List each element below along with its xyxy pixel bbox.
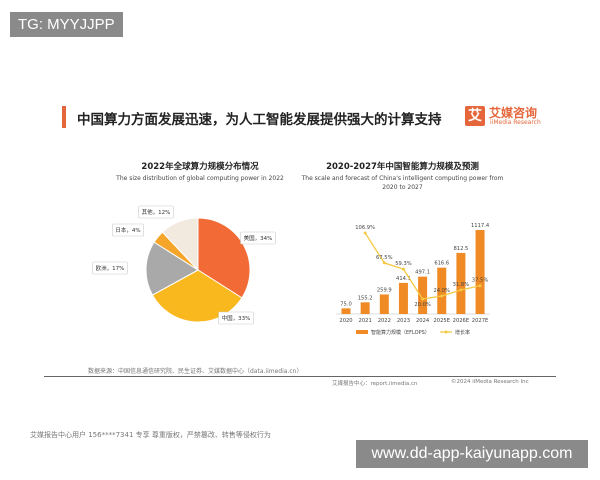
growth-label-2022: 67.5%	[376, 255, 393, 261]
pie-slice-2	[145, 241, 199, 296]
bar-label-2024: 497.1	[415, 270, 430, 276]
pie-label-0: 美国，34%	[244, 234, 273, 242]
logo-en: iiMedia Research	[490, 119, 541, 126]
bar-2022	[379, 294, 389, 314]
legend-bar-swatch	[356, 330, 368, 334]
pie-label-box-3	[112, 223, 144, 237]
growth-point-2025E	[440, 294, 444, 298]
pie-label-box-4	[138, 205, 174, 219]
growth-point-2022	[382, 261, 386, 265]
bar-label-2023: 414.1	[396, 276, 411, 282]
pie-label-3: 日本，4%	[115, 226, 140, 234]
bar-2024	[418, 276, 428, 314]
bar-2027E	[475, 230, 485, 314]
pie-title: 2022年全球算力规模分布情况	[141, 162, 259, 172]
bar-2023	[398, 282, 408, 314]
bar-subtitle: The scale and forecast of China's intell…	[301, 175, 504, 191]
growth-point-2024	[421, 297, 425, 301]
bar-2020	[341, 308, 351, 314]
pie-slice-4	[161, 217, 199, 272]
growth-point-2027E	[478, 284, 482, 288]
growth-point-2021	[363, 231, 367, 235]
headline: 中国算力方面发展迅速，为人工智能发展提供强大的计算支持	[77, 112, 442, 128]
bar-2025E	[437, 267, 447, 314]
watermark-bottom: www.dd-app-kaiyunapp.com	[356, 440, 588, 468]
x-tick-2025E: 2025E	[434, 318, 450, 324]
x-tick-2026E: 2026E	[453, 318, 469, 324]
growth-label-2023: 59.3%	[395, 261, 412, 267]
copyright: ©2024 iiMedia Research Inc	[451, 379, 529, 385]
logo-mark: 艾	[465, 106, 485, 126]
report-link[interactable]: 艾媒报告中心：report.iimedia.cn	[332, 381, 418, 387]
pie-label-box-1	[218, 311, 254, 325]
divider	[44, 376, 556, 377]
pie-label-box-2	[92, 261, 128, 275]
pie-label-1: 中国，33%	[222, 314, 251, 322]
bar-label-2027E: 1117.4	[471, 223, 490, 229]
legend-line-label: 增长率	[455, 329, 470, 336]
headline-accent	[62, 106, 66, 128]
x-tick-2027E: 2027E	[472, 318, 488, 324]
pie-subtitle: The size distribution of global computin…	[116, 175, 284, 182]
user-note: 艾媒报告中心用户 156****7341 专享 尊重版权，严禁篡改、转售等侵权行…	[30, 431, 271, 439]
logo-cn: 艾媒咨询	[489, 106, 538, 120]
bar-title: 2020-2027年中国智能算力规模及预测	[326, 162, 479, 172]
pie-label-box-0	[240, 231, 276, 245]
growth-label-2027E: 37.5%	[472, 278, 489, 284]
x-tick-2020: 2020	[339, 318, 352, 324]
bar-label-2021: 155.2	[358, 295, 373, 301]
bar-2021	[360, 302, 370, 314]
bar-label-2026E: 812.5	[453, 246, 468, 252]
x-tick-2024: 2024	[416, 318, 430, 324]
x-tick-2021: 2021	[359, 318, 372, 324]
data-source: 数据来源：中国信息通信研究院、民生证券、艾媒数据中心（data.iimedia.…	[88, 368, 303, 375]
bar-label-2025E: 616.6	[434, 261, 449, 267]
growth-point-2026E	[459, 288, 463, 292]
watermark-top: TG: MYYJJPP	[10, 12, 123, 37]
bar-label-2022: 259.9	[377, 287, 392, 293]
growth-point-2023	[401, 267, 405, 271]
pie-label-2: 欧洲，17%	[96, 264, 125, 272]
legend-line-marker	[444, 330, 448, 334]
x-tick-2022: 2022	[378, 318, 391, 324]
bar-2026E	[456, 252, 466, 314]
pie-label-4: 其他，12%	[142, 208, 171, 216]
growth-label-2024: 20.0%	[414, 302, 431, 308]
growth-label-2025E: 24.0%	[434, 288, 451, 294]
bar-label-2020: 75.0	[340, 301, 352, 307]
legend-bar-label: 智能算力规模（EFLOPS）	[371, 329, 430, 336]
x-tick-2023: 2023	[397, 318, 410, 324]
growth-label-2021: 106.9%	[355, 225, 375, 231]
growth-label-2026E: 31.8%	[453, 282, 470, 288]
